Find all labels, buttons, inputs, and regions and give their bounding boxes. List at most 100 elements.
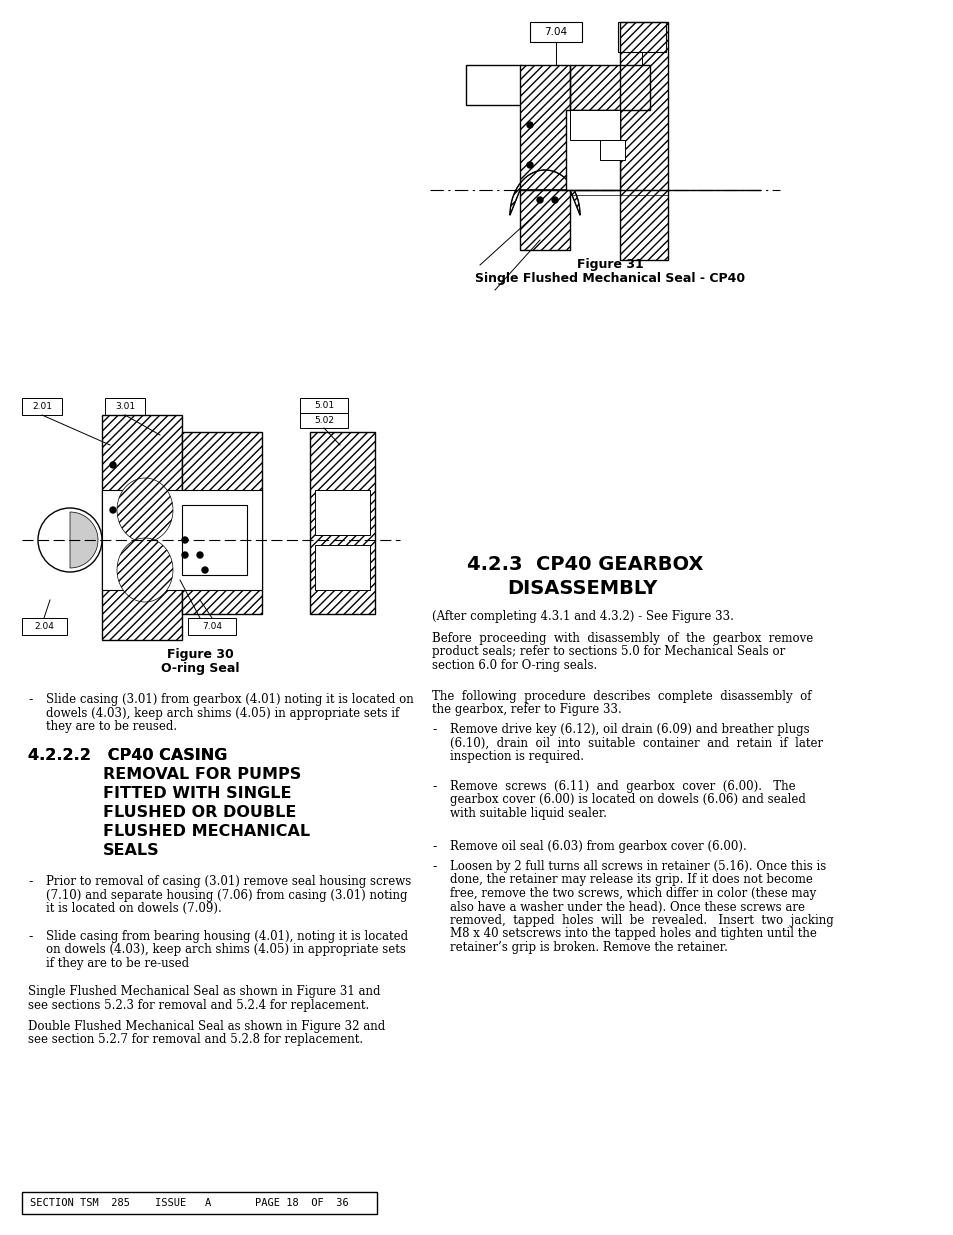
Text: see sections 5.2.3 for removal and 5.2.4 for replacement.: see sections 5.2.3 for removal and 5.2.4… [28, 999, 369, 1011]
Bar [465, 65, 520, 105]
Text: FITTED WITH SINGLE: FITTED WITH SINGLE [103, 785, 292, 802]
Bar [102, 490, 262, 590]
Text: Double Flushed Mechanical Seal as shown in Figure 32 and: Double Flushed Mechanical Seal as shown … [28, 1020, 385, 1032]
Text: they are to be reused.: they are to be reused. [46, 720, 177, 734]
Text: 7.04: 7.04 [202, 622, 222, 631]
Circle shape [182, 552, 188, 558]
Text: -: - [432, 722, 436, 736]
Text: Slide casing from bearing housing (4.01), noting it is located: Slide casing from bearing housing (4.01)… [46, 930, 408, 944]
Text: see section 5.2.7 for removal and 5.2.8 for replacement.: see section 5.2.7 for removal and 5.2.8 … [28, 1034, 363, 1046]
Text: 4.2.2.2   CP40 CASING: 4.2.2.2 CP40 CASING [28, 748, 227, 763]
Text: -: - [28, 930, 32, 944]
Text: Remove drive key (6.12), oil drain (6.09) and breather plugs: Remove drive key (6.12), oil drain (6.09… [450, 722, 809, 736]
Text: DISASSEMBLY: DISASSEMBLY [506, 579, 657, 598]
Text: 4.2.3  CP40 GEARBOX: 4.2.3 CP40 GEARBOX [467, 555, 702, 574]
Bar [569, 110, 619, 140]
Text: Remove  screws  (6.11)  and  gearbox  cover  (6.00).   The: Remove screws (6.11) and gearbox cover (… [450, 781, 795, 793]
Text: also have a washer under the head). Once these screws are: also have a washer under the head). Once… [450, 900, 804, 914]
Text: 5.02: 5.02 [314, 416, 334, 425]
Text: Prior to removal of casing (3.01) remove seal housing screws: Prior to removal of casing (3.01) remove… [46, 876, 411, 888]
Bar [569, 65, 649, 110]
Text: retainer’s grip is broken. Remove the retainer.: retainer’s grip is broken. Remove the re… [450, 941, 727, 953]
Text: SEALS: SEALS [103, 844, 159, 858]
Text: FLUSHED OR DOUBLE: FLUSHED OR DOUBLE [103, 805, 296, 820]
Text: -: - [28, 876, 32, 888]
Text: section 6.0 for O-ring seals.: section 6.0 for O-ring seals. [432, 659, 597, 672]
Circle shape [537, 198, 542, 203]
Text: M8 x 40 setscrews into the tapped holes and tighten until the: M8 x 40 setscrews into the tapped holes … [450, 927, 816, 941]
Text: it is located on dowels (7.09).: it is located on dowels (7.09). [46, 902, 221, 915]
Text: product seals; refer to sections 5.0 for Mechanical Seals or: product seals; refer to sections 5.0 for… [432, 646, 784, 658]
Bar [182, 432, 262, 614]
Bar [310, 432, 375, 614]
Polygon shape [510, 170, 579, 215]
Circle shape [526, 162, 533, 168]
Bar [599, 140, 624, 161]
Circle shape [182, 537, 188, 543]
Text: SECTION TSM  285    ISSUE   A       PAGE 18  OF  36: SECTION TSM 285 ISSUE A PAGE 18 OF 36 [30, 1198, 349, 1208]
Bar [314, 545, 370, 590]
Bar [22, 618, 67, 635]
Text: -: - [28, 693, 32, 706]
Text: Loosen by 2 full turns all screws in retainer (5.16). Once this is: Loosen by 2 full turns all screws in ret… [450, 860, 825, 873]
Circle shape [110, 508, 116, 513]
Text: Figure 30: Figure 30 [167, 648, 233, 661]
Bar [530, 22, 581, 42]
Text: removed,  tapped  holes  will  be  revealed.   Insert  two  jacking: removed, tapped holes will be revealed. … [450, 914, 833, 927]
Text: FLUSHED MECHANICAL: FLUSHED MECHANICAL [103, 824, 310, 839]
Text: -: - [432, 860, 436, 873]
Circle shape [110, 462, 116, 468]
Bar [565, 110, 619, 190]
Bar [519, 65, 569, 249]
Text: Before  proceeding  with  disassembly  of  the  gearbox  remove: Before proceeding with disassembly of th… [432, 632, 812, 645]
Bar [619, 22, 667, 261]
Circle shape [552, 198, 558, 203]
Text: -: - [432, 781, 436, 793]
Bar [22, 398, 62, 415]
Text: inspection is required.: inspection is required. [450, 750, 583, 763]
Polygon shape [117, 538, 172, 601]
Text: 2.01: 2.01 [32, 403, 52, 411]
Polygon shape [70, 513, 98, 568]
Bar [618, 22, 665, 52]
Circle shape [526, 122, 533, 128]
Text: if they are to be re-used: if they are to be re-used [46, 957, 189, 969]
Text: 4.2.2.2   CP40 CASING: 4.2.2.2 CP40 CASING [28, 748, 227, 763]
Bar [102, 415, 182, 640]
Text: O-ring Seal: O-ring Seal [161, 662, 239, 676]
Text: Single Flushed Mechanical Seal - CP40: Single Flushed Mechanical Seal - CP40 [475, 272, 744, 285]
Circle shape [38, 508, 102, 572]
Bar [188, 618, 235, 635]
Text: The  following  procedure  describes  complete  disassembly  of: The following procedure describes comple… [432, 690, 811, 703]
Text: 5.01: 5.01 [314, 401, 334, 410]
Text: dowels (4.03), keep arch shims (4.05) in appropriate sets if: dowels (4.03), keep arch shims (4.05) in… [46, 706, 399, 720]
Bar [299, 398, 348, 412]
Text: with suitable liquid sealer.: with suitable liquid sealer. [450, 806, 606, 820]
Text: 2.04: 2.04 [34, 622, 54, 631]
Text: Slide casing (3.01) from gearbox (4.01) noting it is located on: Slide casing (3.01) from gearbox (4.01) … [46, 693, 414, 706]
Bar [182, 505, 247, 576]
Bar [569, 65, 649, 110]
Text: done, the retainer may release its grip. If it does not become: done, the retainer may release its grip.… [450, 873, 812, 887]
Text: -: - [432, 840, 436, 853]
Circle shape [202, 567, 208, 573]
Polygon shape [117, 478, 172, 542]
Bar [22, 1192, 376, 1214]
Circle shape [196, 552, 203, 558]
Bar [105, 398, 145, 415]
Bar [619, 22, 667, 261]
Text: (7.10) and separate housing (7.06) from casing (3.01) noting: (7.10) and separate housing (7.06) from … [46, 888, 407, 902]
Bar [299, 412, 348, 429]
Text: 3.01: 3.01 [114, 403, 135, 411]
Text: (After completing 4.3.1 and 4.3.2) - See Figure 33.: (After completing 4.3.1 and 4.3.2) - See… [432, 610, 733, 622]
Text: (6.10),  drain  oil  into  suitable  container  and  retain  if  later: (6.10), drain oil into suitable containe… [450, 736, 822, 750]
Bar [314, 490, 370, 535]
Text: REMOVAL FOR PUMPS: REMOVAL FOR PUMPS [103, 767, 301, 782]
Text: Figure 31: Figure 31 [576, 258, 642, 270]
Text: 7.04: 7.04 [544, 27, 567, 37]
Text: the gearbox, refer to Figure 33.: the gearbox, refer to Figure 33. [432, 704, 621, 716]
Bar [519, 65, 569, 249]
Text: free, remove the two screws, which differ in color (these may: free, remove the two screws, which diffe… [450, 887, 816, 900]
Text: Single Flushed Mechanical Seal as shown in Figure 31 and: Single Flushed Mechanical Seal as shown … [28, 986, 380, 998]
Text: Remove oil seal (6.03) from gearbox cover (6.00).: Remove oil seal (6.03) from gearbox cove… [450, 840, 746, 853]
